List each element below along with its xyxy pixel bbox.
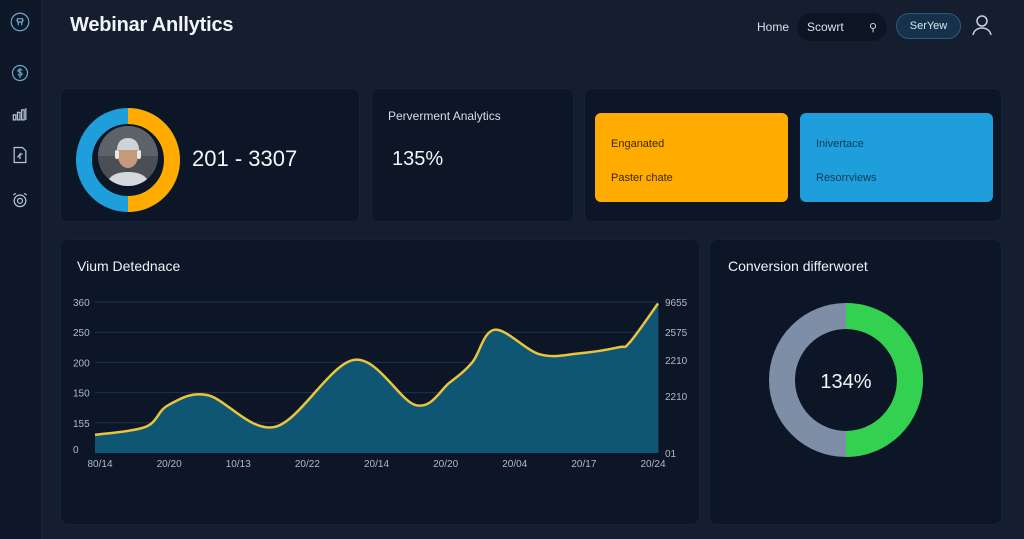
nav-home-link[interactable]: Home [757, 20, 790, 34]
document-icon[interactable] [9, 144, 31, 166]
y-tick-label: 155 [73, 419, 90, 430]
y-tick-label: 250 [73, 328, 90, 339]
tiles-card: Enganated Paster chate Inivertace Resorr… [584, 88, 1002, 222]
user-icon[interactable] [972, 14, 992, 36]
x-tick-label: 80/14 [87, 459, 112, 470]
search-icon[interactable]: ⚲ [868, 21, 877, 34]
ring-segment-orange [127, 108, 180, 212]
conversion-value: 134% [820, 371, 871, 393]
y2-tick-label: 2210 [665, 356, 688, 367]
conversion-donut: 134% [769, 303, 923, 457]
attendee-range: 201 - 3307 [192, 146, 298, 171]
y2-tick-label: 01 [665, 449, 677, 460]
y2-tick-label: 2210 [665, 392, 688, 403]
attendees-card: 201 - 3307 [60, 88, 360, 222]
tile-subtitle: Paster chate [611, 172, 673, 184]
tile-title: Inivertace [816, 138, 864, 150]
y-tick-label: 0 [73, 445, 79, 456]
cta-button[interactable]: SerYew [896, 13, 961, 39]
performance-label: Perverment Analytics [388, 109, 501, 123]
engaged-tile[interactable]: Enganated Paster chate [595, 113, 788, 202]
y2-tick-label: 2575 [665, 328, 688, 339]
conversion-card: Conversion differworet 134% [709, 239, 1002, 525]
x-tick-label: 20/24 [640, 459, 665, 470]
interface-tile[interactable]: Inivertace Resorrviews [800, 113, 993, 202]
tile-subtitle: Resorrviews [816, 172, 877, 184]
alarm-icon[interactable] [9, 189, 31, 211]
logo-icon[interactable] [9, 11, 31, 33]
search-box[interactable]: ⚲ [797, 13, 887, 41]
donut-segment-green [845, 303, 923, 457]
x-tick-label: 20/22 [295, 459, 320, 470]
series-line [94, 302, 660, 437]
y-tick-label: 200 [73, 358, 90, 369]
x-tick-label: 20/17 [571, 459, 596, 470]
x-tick-label: 20/04 [502, 459, 527, 470]
chart-title: Vium Detednace [77, 258, 181, 274]
performance-value: 135% [392, 148, 444, 170]
search-input[interactable] [807, 20, 863, 34]
y-tick-label: 360 [73, 298, 90, 309]
attendee-ring [76, 108, 180, 212]
dollar-icon[interactable] [9, 62, 31, 84]
area-chart: 0 155 150 200 250 360 01 2210 2210 2575 9655 80/14 2… [73, 298, 688, 470]
performance-card: Perverment Analytics 135% [371, 88, 574, 222]
tile-title: Enganated [611, 138, 665, 150]
x-tick-label: 20/20 [433, 459, 458, 470]
app-title: Webinar Anllytics [70, 14, 234, 36]
attendance-chart-card: Vium Detednace 0 155 150 200 250 360 01 2210 221… [60, 239, 700, 525]
y-tick-label: 150 [73, 389, 90, 400]
x-tick-label: 20/14 [364, 459, 389, 470]
bar-chart-icon[interactable] [9, 103, 31, 125]
area-fill [95, 303, 658, 453]
conversion-title: Conversion differworet [728, 258, 868, 274]
avatar [98, 126, 158, 186]
x-tick-label: 10/13 [226, 459, 251, 470]
x-tick-label: 20/20 [157, 459, 182, 470]
y2-tick-label: 9655 [665, 298, 688, 309]
sidebar [0, 0, 42, 539]
